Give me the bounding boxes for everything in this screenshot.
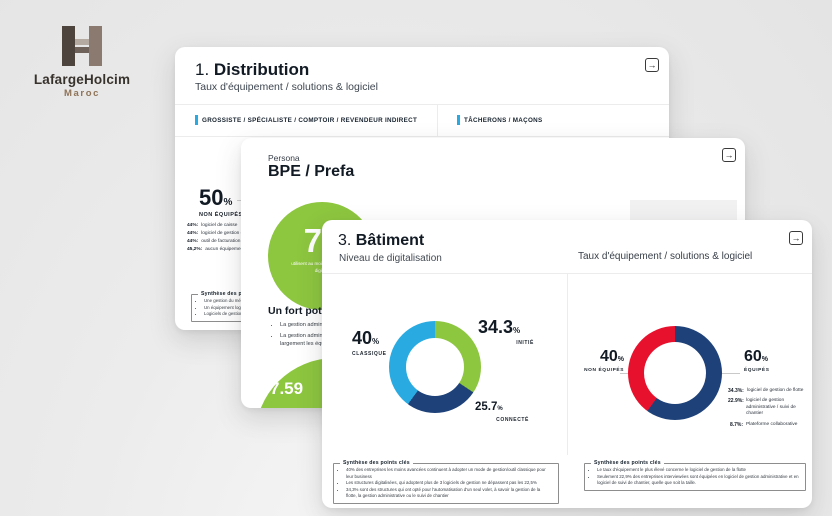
tab-grossiste-label: GROSSISTE / SPÉCIALISTE / COMPTOIR / REV… [202,116,418,124]
divider [175,136,669,137]
column-divider [567,273,568,455]
tab-accent-bar [195,115,198,125]
label-equipes: 60% ÉQUIPÉS [744,348,800,374]
divider [175,104,669,105]
equipement-donut-chart [628,326,722,420]
stat-label: NON ÉQUIPÉS [199,212,243,218]
label-non-equipes: 40% NON ÉQUIPÉS [568,348,624,374]
legend-value: 44%: [187,223,199,228]
logo-brand-text: LafargeHolcim [33,72,131,87]
card1-legend: 44%: logiciel de caisse 44%: logiciel de… [187,223,337,255]
synthesis-bullet: Le taux d'équipement le plus élevé conce… [597,467,799,474]
card1-title: 1. Distribution [195,60,309,80]
persona-kicker: Persona [268,153,300,163]
percent-sign: % [761,356,769,363]
tab-grossiste[interactable]: GROSSISTE / SPÉCIALISTE / COMPTOIR / REV… [195,115,417,125]
legend-label: logiciel de gestion de stock [201,231,259,236]
initie-name: INITIÉ [516,340,534,346]
label-connecte: 25.7% CONNECTÉ [475,397,533,423]
donut-hole [406,338,464,396]
legend-value: 44%: [187,239,199,244]
equipement-breakdown-legend: 34.3%: logiciel de gestion de flotte 22.… [728,388,808,432]
card1-number: 1. [195,60,210,79]
tab-tacherons-label: TÂCHERONS / MAÇONS [464,116,543,124]
connecte-name: CONNECTÉ [496,417,529,423]
breakdown-item: 8.7%: Plateforme collaborative [728,422,808,428]
synthesis-bullet: Logiciels de gestion peu répandus [204,311,374,318]
percent-sign: % [223,197,233,208]
synthesis-bullet: 34,3% sont des structures qui ont opté p… [346,487,552,500]
synthesis-bullet: 40% des entreprises les moins avancées c… [346,467,552,480]
synthesis-bullet: Une gestion du métier très classique [204,298,374,305]
breakdown-label: logiciel de gestion de flotte [746,388,804,393]
initie-value: 34.3 [478,317,514,337]
card3-title-text: Bâtiment [355,232,425,249]
legend-label: logiciel de caisse [201,223,238,228]
classique-name: CLASSIQUE [352,351,387,357]
logo-region-text: Maroc [64,88,100,99]
synthesis-bullet: Les structures digitalisées, qui adopten… [346,480,552,487]
synthesis-title: Synthèse des points clés [343,460,410,466]
label-classique: 40% CLASSIQUE [352,329,394,357]
legend-item: 44%: logiciel de caisse [187,223,337,228]
connector-line [620,373,632,374]
percent-sign: % [513,326,521,335]
classique-value: 40 [352,328,373,348]
card3-number: 3. [338,232,352,249]
persona-title: BPE / Prefa [268,163,355,180]
legend-item: 44%: logiciel de gestion de stock [187,231,337,236]
breakdown-value: 22.9%: [728,398,744,405]
card3-synthesis-right: Synthèse des points clés Le taux d'équip… [584,460,806,491]
slide-card-batiment: 3. Bâtiment Niveau de digitalisation → T… [322,220,812,508]
breakdown-item: 34.3%: logiciel de gestion de flotte [728,388,808,394]
synthesis-title: Synthèse des points clés [594,460,661,466]
equipes-name: ÉQUIPÉS [744,368,770,373]
legend-value: 45,2%: [187,247,203,252]
stat-value: 50 [199,185,224,210]
legend-value: 44%: [187,231,199,236]
legend-label: outil de facturation [201,239,241,244]
percent-sign: % [372,337,380,346]
synthesis-bullet: Seulement 22,9% des entreprises intervie… [597,474,799,487]
card3-title: 3. Bâtiment [338,232,424,250]
legend-item: 44%: outil de facturation [187,239,337,244]
legend-item: 45,2%: aucun équipement [187,247,337,252]
tab-tacherons[interactable]: TÂCHERONS / MAÇONS [457,115,543,125]
card3-subtitle: Niveau de digitalisation [339,253,442,264]
open-arrow-icon[interactable]: → [789,231,803,245]
legend-label: aucun équipement [205,247,245,252]
equipes-value: 60 [744,348,762,365]
non-equipes-name: NON ÉQUIPÉS [584,368,624,373]
card1-stat-non-equipes: 50% NON ÉQUIPÉS [199,185,243,218]
breakdown-item: 22.9%: logiciel de gestion administrativ… [728,398,808,417]
connector-line [720,373,740,374]
synthesis-title: Synthèse des points clés [201,291,268,297]
percent-sign: % [497,406,503,412]
card1-subtitle: Taux d'équipement / solutions & logiciel [195,81,378,93]
open-arrow-icon[interactable]: → [722,148,736,162]
label-initie: 34.3% INITIÉ [478,318,542,346]
connecte-value: 25.7 [475,401,498,413]
tab-accent-bar [457,115,460,125]
donut-hole [644,342,706,404]
digitalisation-donut-chart [389,321,481,413]
open-arrow-icon[interactable]: → [645,58,659,72]
synthesis-bullet: Un équipement logiciel quasi absent [204,305,374,312]
non-equipes-value: 40 [599,348,618,365]
breakdown-value: 34.3%: [728,388,744,394]
tab-divider [437,104,438,136]
card3-synthesis-left: Synthèse des points clés 40% des entrepr… [333,460,559,505]
card1-title-text: Distribution [213,60,310,79]
score-value: 7.59 [270,379,304,398]
breakdown-value: 8.7%: [729,421,743,428]
lafargeholcim-logo: LafargeHolcim Maroc [22,26,142,99]
percent-sign: % [617,356,624,363]
lh-logo-icon [62,26,102,66]
breakdown-label: Plateforme collaborative [746,421,798,427]
card3-right-title: Taux d'équipement / solutions & logiciel [578,251,753,262]
breakdown-label: logiciel de gestion administrative / sui… [746,398,796,417]
